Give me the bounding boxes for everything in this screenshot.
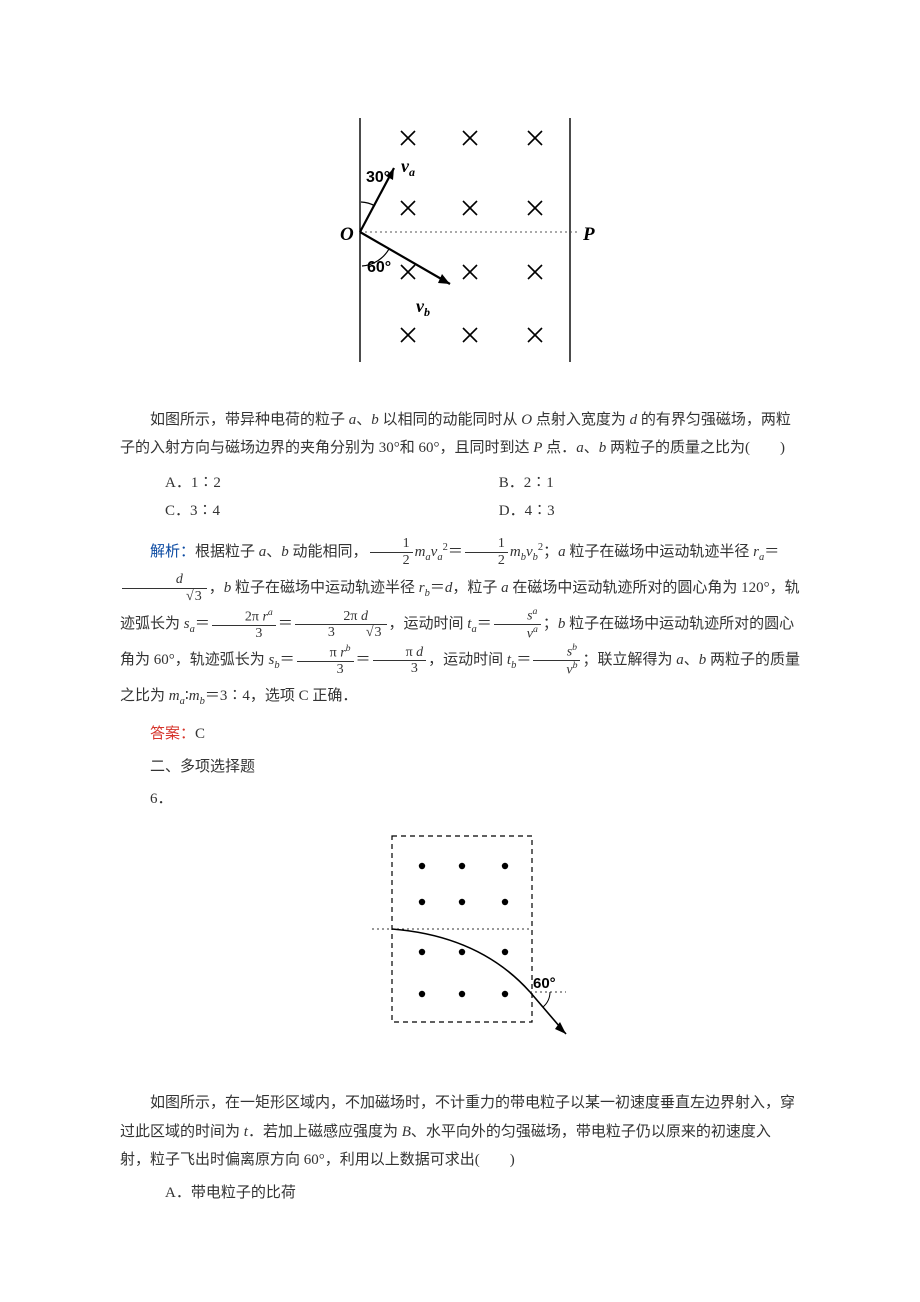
label-O: O (340, 224, 354, 245)
answer-label: 答案： (150, 726, 195, 742)
q6-diagram: 60° (330, 824, 590, 1054)
label-P: P (582, 224, 595, 245)
q5-prompt: 如图所示，带异种电荷的粒子 a、b 以相同的动能同时从 O 点射入宽度为 d 的… (120, 406, 800, 463)
q5-opt-a: A．1∶2 (165, 469, 495, 498)
q5-options: A．1∶2 B．2∶1 C．3∶4 D．4∶3 (120, 469, 800, 526)
q5-opt-c: C．3∶4 (165, 497, 495, 526)
q6-opt-a: A．带电粒子的比荷 (120, 1179, 800, 1208)
label-va: va (401, 156, 415, 179)
label-60: 60° (367, 259, 391, 276)
q5-opt-b: B．2∶1 (499, 469, 554, 498)
analysis-label: 解析： (150, 544, 195, 560)
label-60-q6: 60° (533, 975, 556, 992)
q5-answer: 答案：C (120, 720, 800, 749)
section2-title: 二、多项选择题 (120, 753, 800, 782)
q5-solution: 解析：根据粒子 a、b 动能相同，12mava2＝12mbvb2；a 粒子在磁场… (120, 534, 800, 715)
q5-diagram: O P 30° 60° va vb (290, 110, 630, 370)
figure-q5: O P 30° 60° va vb (120, 110, 800, 381)
q6-number: 6． (120, 785, 800, 814)
label-30: 30° (366, 169, 390, 186)
label-vb: vb (416, 296, 430, 319)
figure-q6: 60° (120, 824, 800, 1065)
q6-prompt: 如图所示，在一矩形区域内，不加磁场时，不计重力的带电粒子以某一初速度垂直左边界射… (120, 1089, 800, 1175)
q5-opt-d: D．4∶3 (499, 497, 555, 526)
